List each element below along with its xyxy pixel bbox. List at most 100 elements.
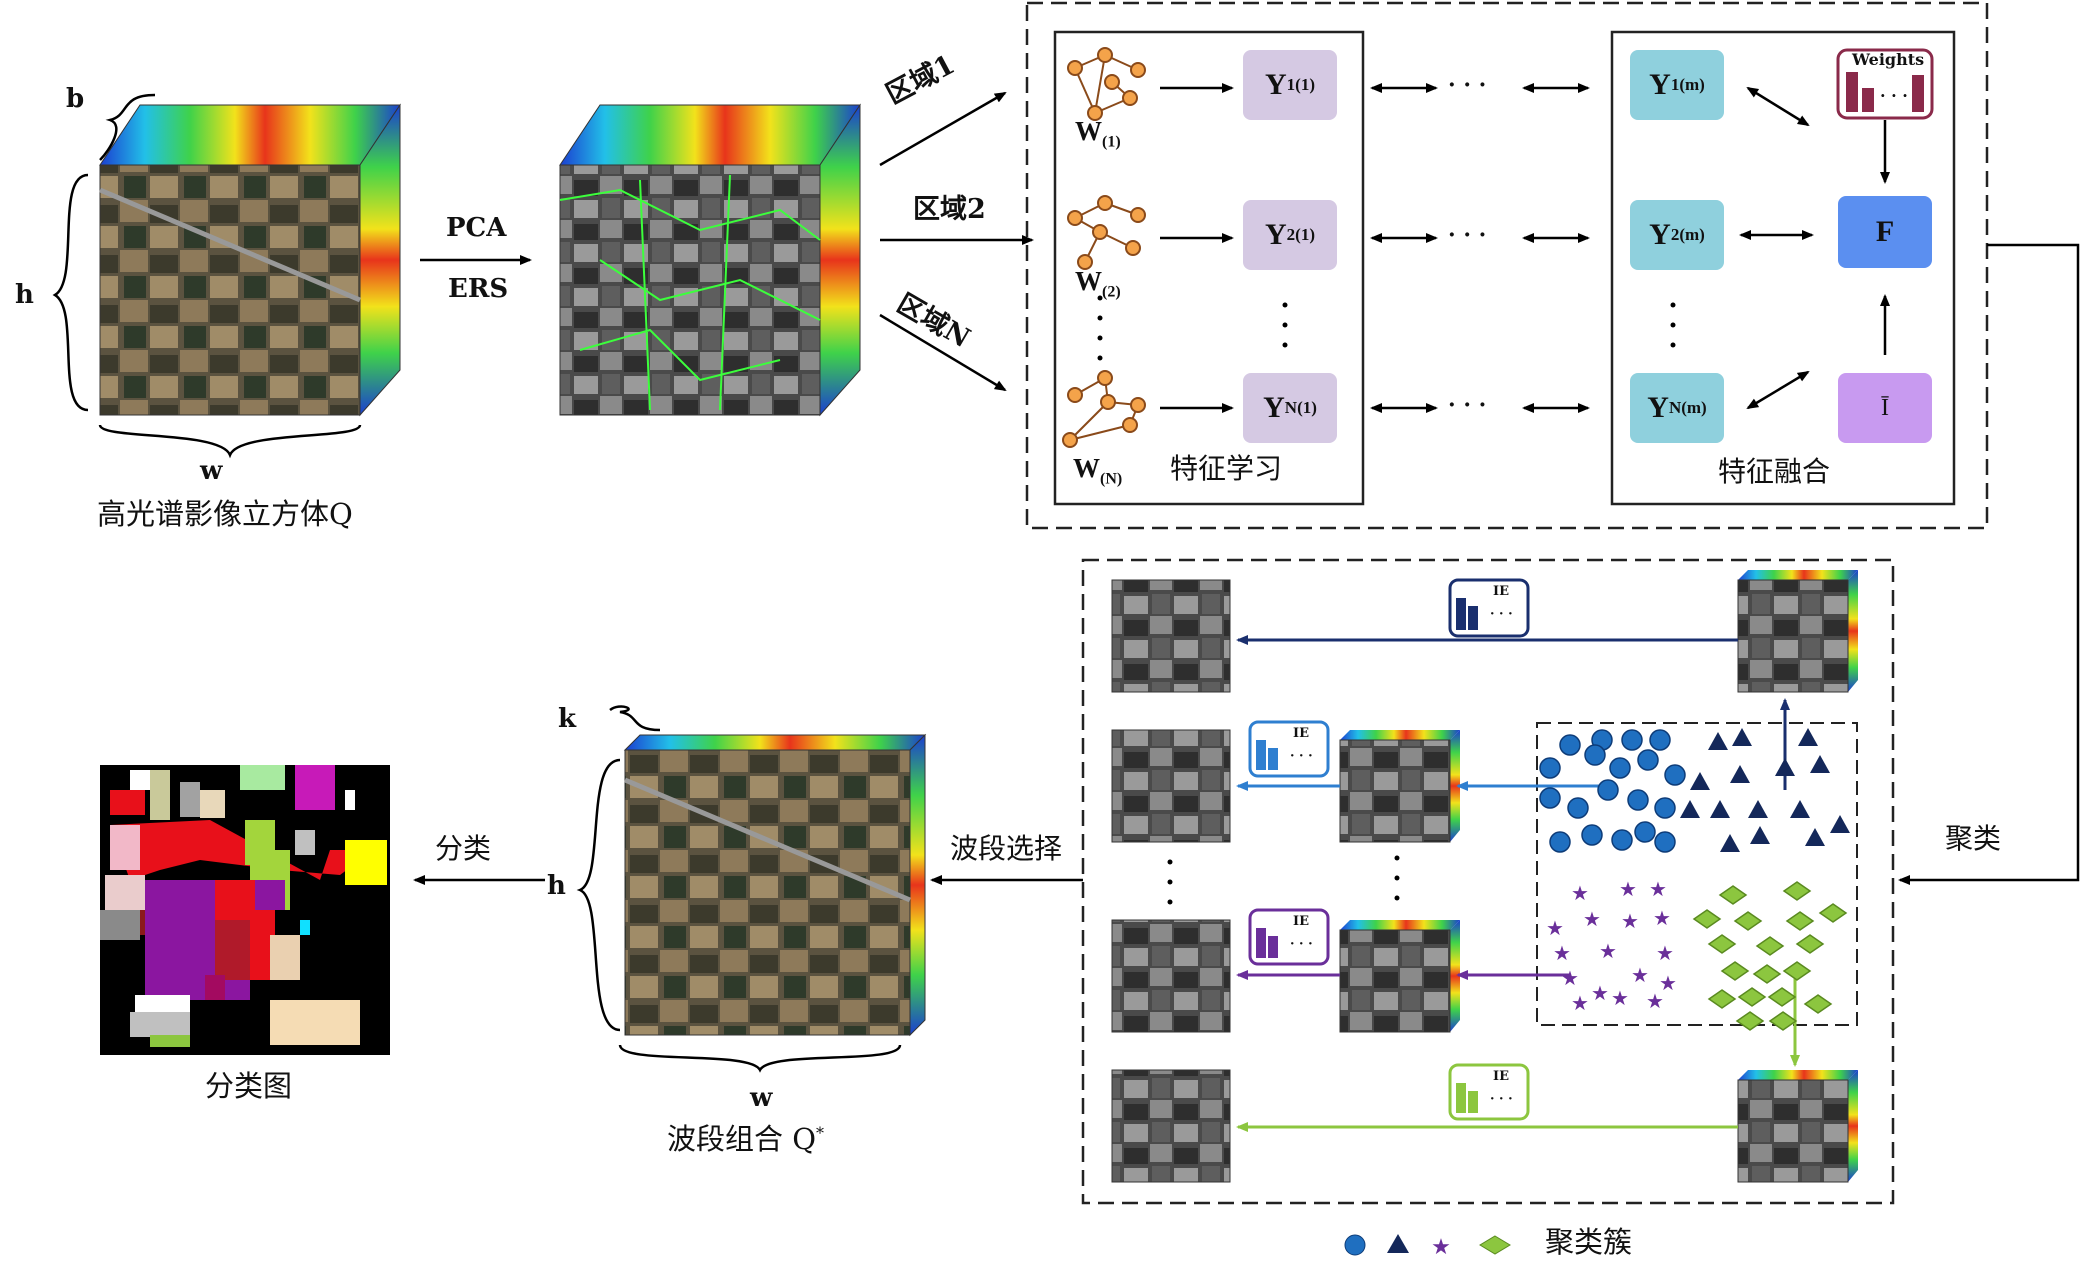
svg-text:★: ★ bbox=[1553, 941, 1571, 965]
svg-text:★: ★ bbox=[1656, 941, 1674, 965]
connector-to-cluster bbox=[1898, 243, 2080, 885]
cluster-stars: ★ ★ ★ ★ ★ ★ ★ ★ ★ ★ ★ ★★ ★ ★ ★ ★ bbox=[1546, 877, 1677, 1015]
brace-w-output bbox=[618, 1044, 902, 1073]
weights-bar-1 bbox=[1846, 72, 1858, 112]
output-caption: 波段组合 Q* bbox=[667, 1122, 824, 1156]
dim-b-label: b bbox=[66, 84, 85, 114]
ie-ellipsis-green: · · · bbox=[1490, 1092, 1513, 1107]
svg-text:★: ★ bbox=[1583, 907, 1601, 931]
brace-w-input bbox=[98, 424, 362, 459]
input-caption: 高光谱影像立方体Q bbox=[97, 497, 353, 531]
input-hyperspectral-cube bbox=[99, 103, 401, 417]
vertical-dots-y-fusion bbox=[1670, 302, 1676, 348]
band-image-1 bbox=[1111, 579, 1231, 693]
learning-fusion-dashed-box bbox=[1025, 1, 1989, 530]
brace-h-output bbox=[576, 758, 621, 1032]
weights-bar-3 bbox=[1912, 75, 1924, 112]
graph-w1-icon bbox=[1067, 47, 1146, 121]
svg-text:★: ★ bbox=[1571, 991, 1589, 1015]
dim-k-label: k bbox=[558, 704, 577, 734]
node-y2-m: Y 2 (m) bbox=[1630, 200, 1724, 270]
svg-text:★: ★ bbox=[1546, 916, 1564, 940]
node-y1-m: Y 1 (m) bbox=[1630, 50, 1724, 120]
node-f: F bbox=[1838, 196, 1932, 268]
cube-top-face bbox=[99, 104, 401, 166]
node-yn-1: Y N (1) bbox=[1243, 373, 1337, 443]
superpixel-cube bbox=[559, 103, 861, 417]
ellipsis-row1: · · · bbox=[1448, 72, 1487, 98]
vertical-dots-graphs bbox=[1097, 295, 1103, 361]
dim-h-label: h bbox=[15, 280, 34, 310]
feature-fusion-box bbox=[1610, 30, 1956, 506]
cluster-diamonds bbox=[1692, 881, 1848, 1031]
ie-label-navy: IE bbox=[1493, 584, 1509, 599]
ie-box-green bbox=[1448, 1063, 1530, 1121]
svg-text:★: ★ bbox=[1653, 906, 1671, 930]
svg-text:★: ★ bbox=[1646, 989, 1664, 1013]
dim-w-label: w bbox=[200, 456, 223, 486]
brace-b-input bbox=[99, 93, 156, 161]
weights-box bbox=[1836, 48, 1934, 120]
sp-cube-top bbox=[559, 104, 861, 166]
band-image-2 bbox=[1111, 729, 1231, 843]
ie-label-green: IE bbox=[1493, 1069, 1509, 1084]
ie-box-purple bbox=[1248, 908, 1330, 966]
output-band-cube bbox=[623, 733, 927, 1037]
svg-text:★: ★ bbox=[1599, 939, 1617, 963]
region-2-label: 区域2 bbox=[913, 194, 986, 225]
ie-ellipsis-purple: · · · bbox=[1290, 937, 1313, 952]
band-image-3 bbox=[1111, 919, 1231, 1033]
graph-w2-icon bbox=[1067, 195, 1146, 270]
arrow-y1m-f bbox=[1746, 86, 1810, 127]
band-image-4 bbox=[1111, 1069, 1231, 1183]
svg-text:★: ★ bbox=[1571, 881, 1589, 905]
legend-triangle-icon bbox=[1387, 1234, 1409, 1253]
svg-text:★: ★ bbox=[1591, 981, 1609, 1005]
weights-bar-2 bbox=[1862, 88, 1874, 112]
svg-text:★: ★ bbox=[1561, 966, 1579, 990]
band-selection-dashed-box bbox=[1081, 558, 1895, 1205]
graph-wn-icon bbox=[1062, 370, 1146, 448]
weights-ellipsis: · · · bbox=[1880, 86, 1908, 105]
arrow-region-n bbox=[879, 313, 1007, 392]
cluster-cube-blue bbox=[1339, 730, 1460, 843]
band-selection-label: 波段选择 bbox=[950, 832, 1063, 865]
legend-diamond-icon bbox=[1479, 1235, 1511, 1255]
weights-label: Weights bbox=[1852, 50, 1925, 69]
brace-h-input bbox=[52, 173, 89, 412]
cluster-triangles bbox=[1680, 728, 1850, 852]
ellipsis-row3: · · · bbox=[1448, 392, 1487, 418]
svg-text:★: ★ bbox=[1611, 986, 1629, 1010]
svg-text:★: ★ bbox=[1621, 909, 1639, 933]
w2-label: W(2) bbox=[1075, 266, 1121, 301]
node-i-bar: Ī bbox=[1838, 373, 1932, 443]
legend-label: 聚类簇 bbox=[1545, 1225, 1633, 1259]
node-y2-1: Y 2 (1) bbox=[1243, 200, 1337, 270]
cluster-label: 聚类 bbox=[1945, 822, 2002, 855]
feature-learning-box bbox=[1053, 30, 1365, 506]
classmap-caption: 分类图 bbox=[205, 1069, 293, 1103]
cluster-circles bbox=[1539, 729, 1686, 853]
legend-circle-icon bbox=[1344, 1234, 1366, 1256]
classify-label: 分类 bbox=[435, 832, 492, 865]
svg-text:★: ★ bbox=[1619, 877, 1637, 901]
ie-box-navy bbox=[1448, 578, 1530, 638]
node-y1-1: Y 1 (1) bbox=[1243, 50, 1337, 120]
sp-cube-front bbox=[559, 164, 821, 416]
pca-label: PCA bbox=[446, 213, 507, 243]
vertical-dots-y-learning bbox=[1282, 302, 1288, 348]
feature-learning-title: 特征学习 bbox=[1170, 452, 1283, 485]
svg-text:★: ★ bbox=[1659, 971, 1677, 995]
legend-star-icon: ★ bbox=[1431, 1235, 1451, 1260]
cluster-cube-navy bbox=[1737, 570, 1858, 693]
cluster-cube-purple bbox=[1339, 920, 1460, 1033]
svg-text:★: ★ bbox=[1649, 877, 1667, 901]
node-yn-m: Y N (m) bbox=[1630, 373, 1724, 443]
ellipsis-row2: · · · bbox=[1448, 222, 1487, 248]
cluster-cube-green bbox=[1737, 1070, 1858, 1183]
ie-ellipsis-navy: · · · bbox=[1490, 607, 1513, 622]
dim-w-output-label: w bbox=[750, 1083, 773, 1113]
cube-front-face bbox=[99, 164, 361, 416]
dim-h-output-label: h bbox=[547, 871, 566, 901]
